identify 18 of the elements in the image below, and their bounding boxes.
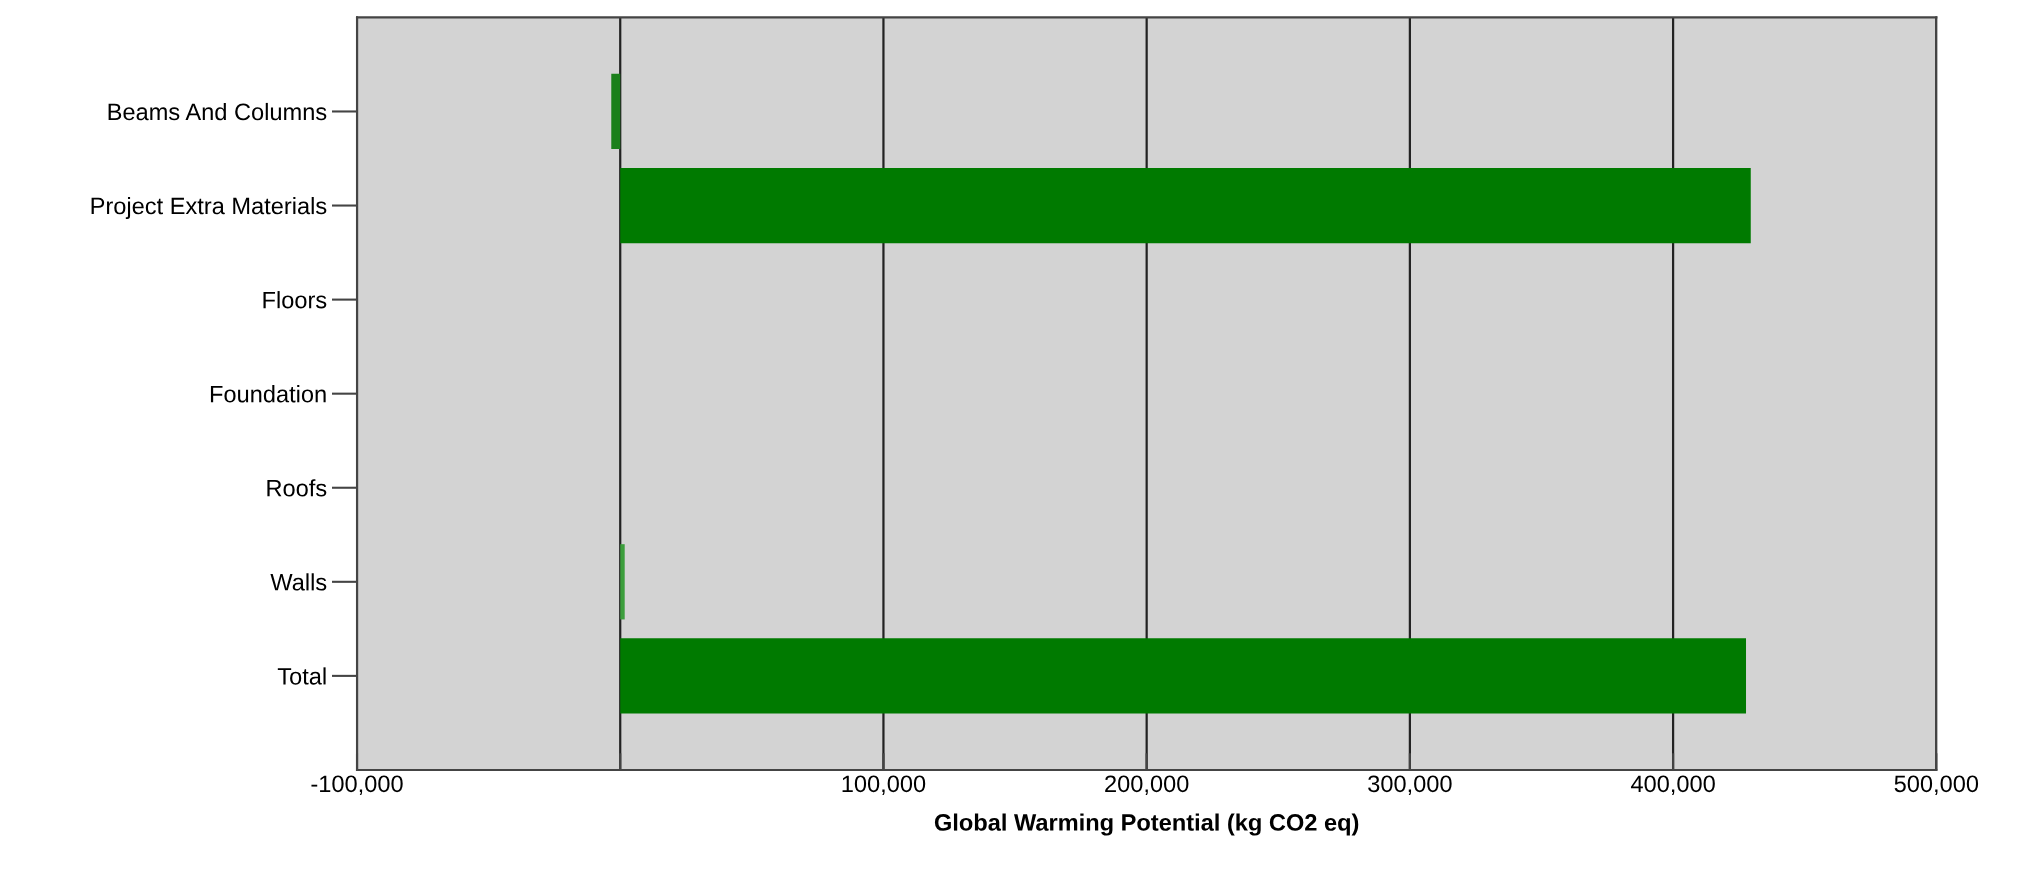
x-tick-label: 300,000 [1368, 775, 1452, 795]
bar [620, 638, 1747, 714]
y-tick-label: Foundation [210, 385, 326, 403]
x-tick-label: 500,000 [1894, 775, 1979, 795]
x-tick-label: -100,000 [311, 775, 403, 795]
y-tick-label: Floors [263, 291, 327, 309]
x-tick-label: 400,000 [1630, 775, 1715, 795]
bar [620, 544, 625, 620]
y-tick-label: Project Extra Materials [91, 196, 327, 219]
y-tick-label: Total [277, 667, 326, 685]
x-tick-label: 100,000 [842, 775, 926, 795]
bar [611, 73, 621, 150]
y-tick-label: Beams And Columns [108, 102, 327, 121]
x-tick-label: 200,000 [1105, 775, 1189, 795]
x-axis-title: Global Warming Potential (kg CO2 eq) [934, 813, 1359, 836]
y-tick-label: Walls [270, 573, 327, 591]
bar [620, 167, 1751, 244]
y-tick-label: Roofs [267, 479, 327, 497]
